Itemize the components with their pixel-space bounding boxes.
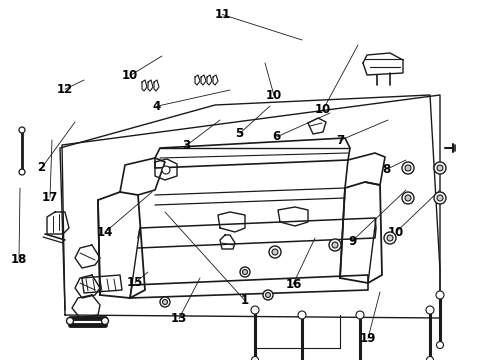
Circle shape (268, 246, 281, 258)
Text: 14: 14 (97, 226, 113, 239)
Text: 10: 10 (265, 89, 282, 102)
Text: 10: 10 (387, 226, 404, 239)
Circle shape (426, 356, 433, 360)
Circle shape (386, 235, 392, 241)
Text: 6: 6 (272, 130, 280, 143)
Circle shape (271, 249, 278, 255)
Text: 1: 1 (240, 294, 248, 307)
Circle shape (331, 242, 337, 248)
Text: 15: 15 (126, 276, 142, 289)
Circle shape (404, 195, 410, 201)
Circle shape (250, 306, 259, 314)
Text: 13: 13 (170, 312, 186, 325)
Circle shape (102, 318, 108, 324)
Circle shape (19, 127, 25, 133)
Text: 16: 16 (285, 278, 301, 291)
Circle shape (435, 291, 443, 299)
Text: 5: 5 (235, 127, 243, 140)
Circle shape (404, 165, 410, 171)
Circle shape (433, 192, 445, 204)
Circle shape (162, 300, 167, 305)
Text: 7: 7 (335, 134, 343, 147)
Text: 18: 18 (10, 253, 27, 266)
Text: 2: 2 (38, 161, 45, 174)
Circle shape (355, 311, 363, 319)
Circle shape (242, 270, 247, 274)
Circle shape (436, 165, 442, 171)
Circle shape (401, 192, 413, 204)
Circle shape (240, 267, 249, 277)
Text: 8: 8 (382, 163, 389, 176)
Text: 3: 3 (182, 139, 189, 152)
Text: 17: 17 (41, 191, 58, 204)
Circle shape (19, 169, 25, 175)
Circle shape (265, 292, 270, 297)
Circle shape (263, 290, 272, 300)
Circle shape (160, 297, 170, 307)
Text: 19: 19 (359, 332, 375, 345)
Text: 11: 11 (214, 8, 230, 21)
Circle shape (433, 162, 445, 174)
Text: 10: 10 (314, 103, 330, 116)
Text: 12: 12 (56, 83, 73, 96)
Text: 10: 10 (121, 69, 138, 82)
Circle shape (162, 166, 170, 174)
Circle shape (66, 318, 73, 324)
Circle shape (436, 342, 443, 348)
Circle shape (328, 239, 340, 251)
Circle shape (425, 306, 433, 314)
Circle shape (251, 356, 258, 360)
Circle shape (383, 232, 395, 244)
Circle shape (436, 195, 442, 201)
Circle shape (401, 162, 413, 174)
Text: 4: 4 (152, 100, 160, 113)
Circle shape (297, 311, 305, 319)
Text: 9: 9 (347, 235, 355, 248)
